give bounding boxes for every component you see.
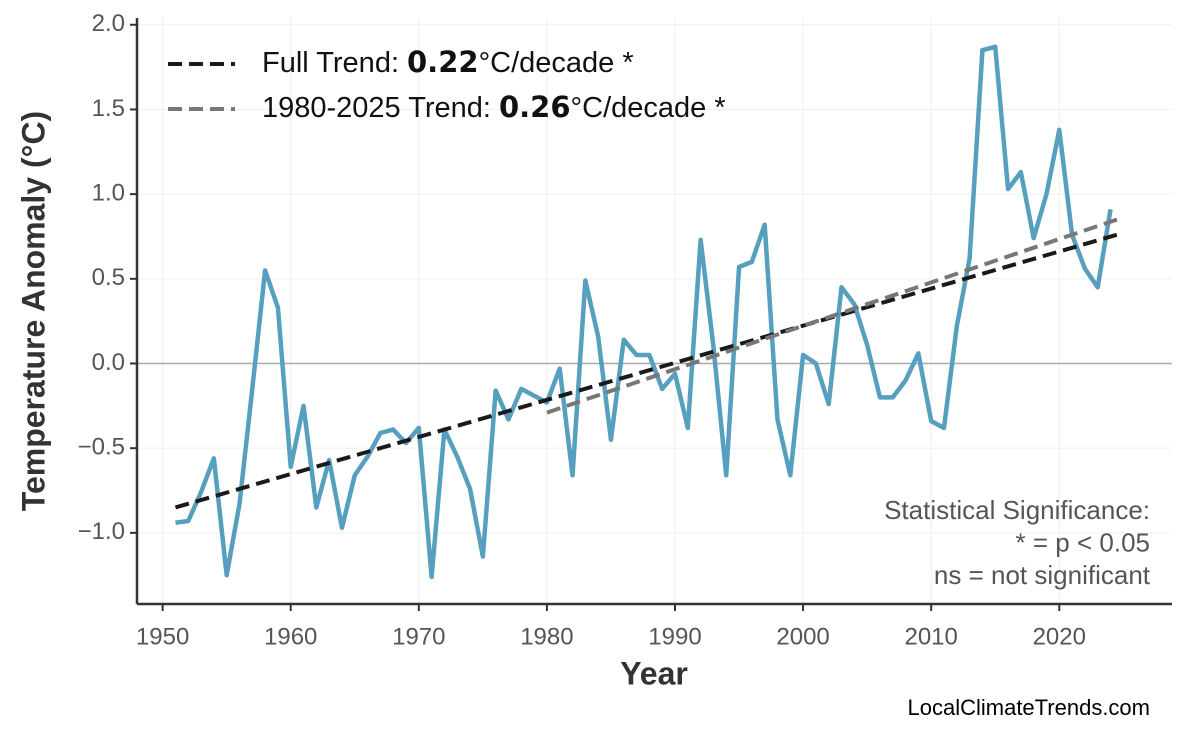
y-tick-label: 1.5 [92, 95, 125, 122]
x-tick-label: 1970 [392, 623, 445, 650]
legend-unit: °C/decade * [479, 47, 634, 79]
x-axis-title: Year [620, 655, 688, 691]
y-axis-title: Temperature Anomaly (°C) [15, 111, 51, 511]
y-tick-label: −1.0 [78, 518, 125, 545]
x-tick-label: 2020 [1033, 623, 1086, 650]
annotation: * = p < 0.05 [1016, 527, 1150, 557]
legend-slope: 0.22 [407, 45, 479, 79]
x-tick-label: 2000 [776, 623, 829, 650]
legend-entry: Full Trend: 0.22°C/decade * [262, 45, 634, 79]
y-tick-label: −0.5 [78, 434, 125, 461]
legend-name: 1980-2025 Trend: [262, 92, 491, 124]
x-tick-label: 1980 [520, 623, 573, 650]
data-line [175, 44, 1113, 580]
y-tick-label: 0.5 [92, 264, 125, 291]
annotation: ns = not significant [934, 560, 1151, 590]
y-tick-label: 2.0 [92, 10, 125, 37]
x-tick-label: 1990 [648, 623, 701, 650]
x-tick-label: 2010 [904, 623, 957, 650]
legend-slope: 0.26 [499, 90, 571, 124]
trend-line [546, 217, 1118, 415]
x-tick-label: 1960 [264, 623, 317, 650]
footer: LocalClimateTrends.com [908, 695, 1151, 720]
y-tick-label: 1.0 [92, 179, 125, 206]
legend-unit: °C/decade * [571, 92, 726, 124]
annotation: Statistical Significance: [884, 495, 1150, 525]
y-tick-label: 0.0 [92, 349, 125, 376]
legend-name: Full Trend: [262, 47, 399, 79]
legend-entry: 1980-2025 Trend: 0.26°C/decade * [262, 90, 726, 124]
x-tick-label: 1950 [136, 623, 189, 650]
trend-line [174, 232, 1118, 510]
